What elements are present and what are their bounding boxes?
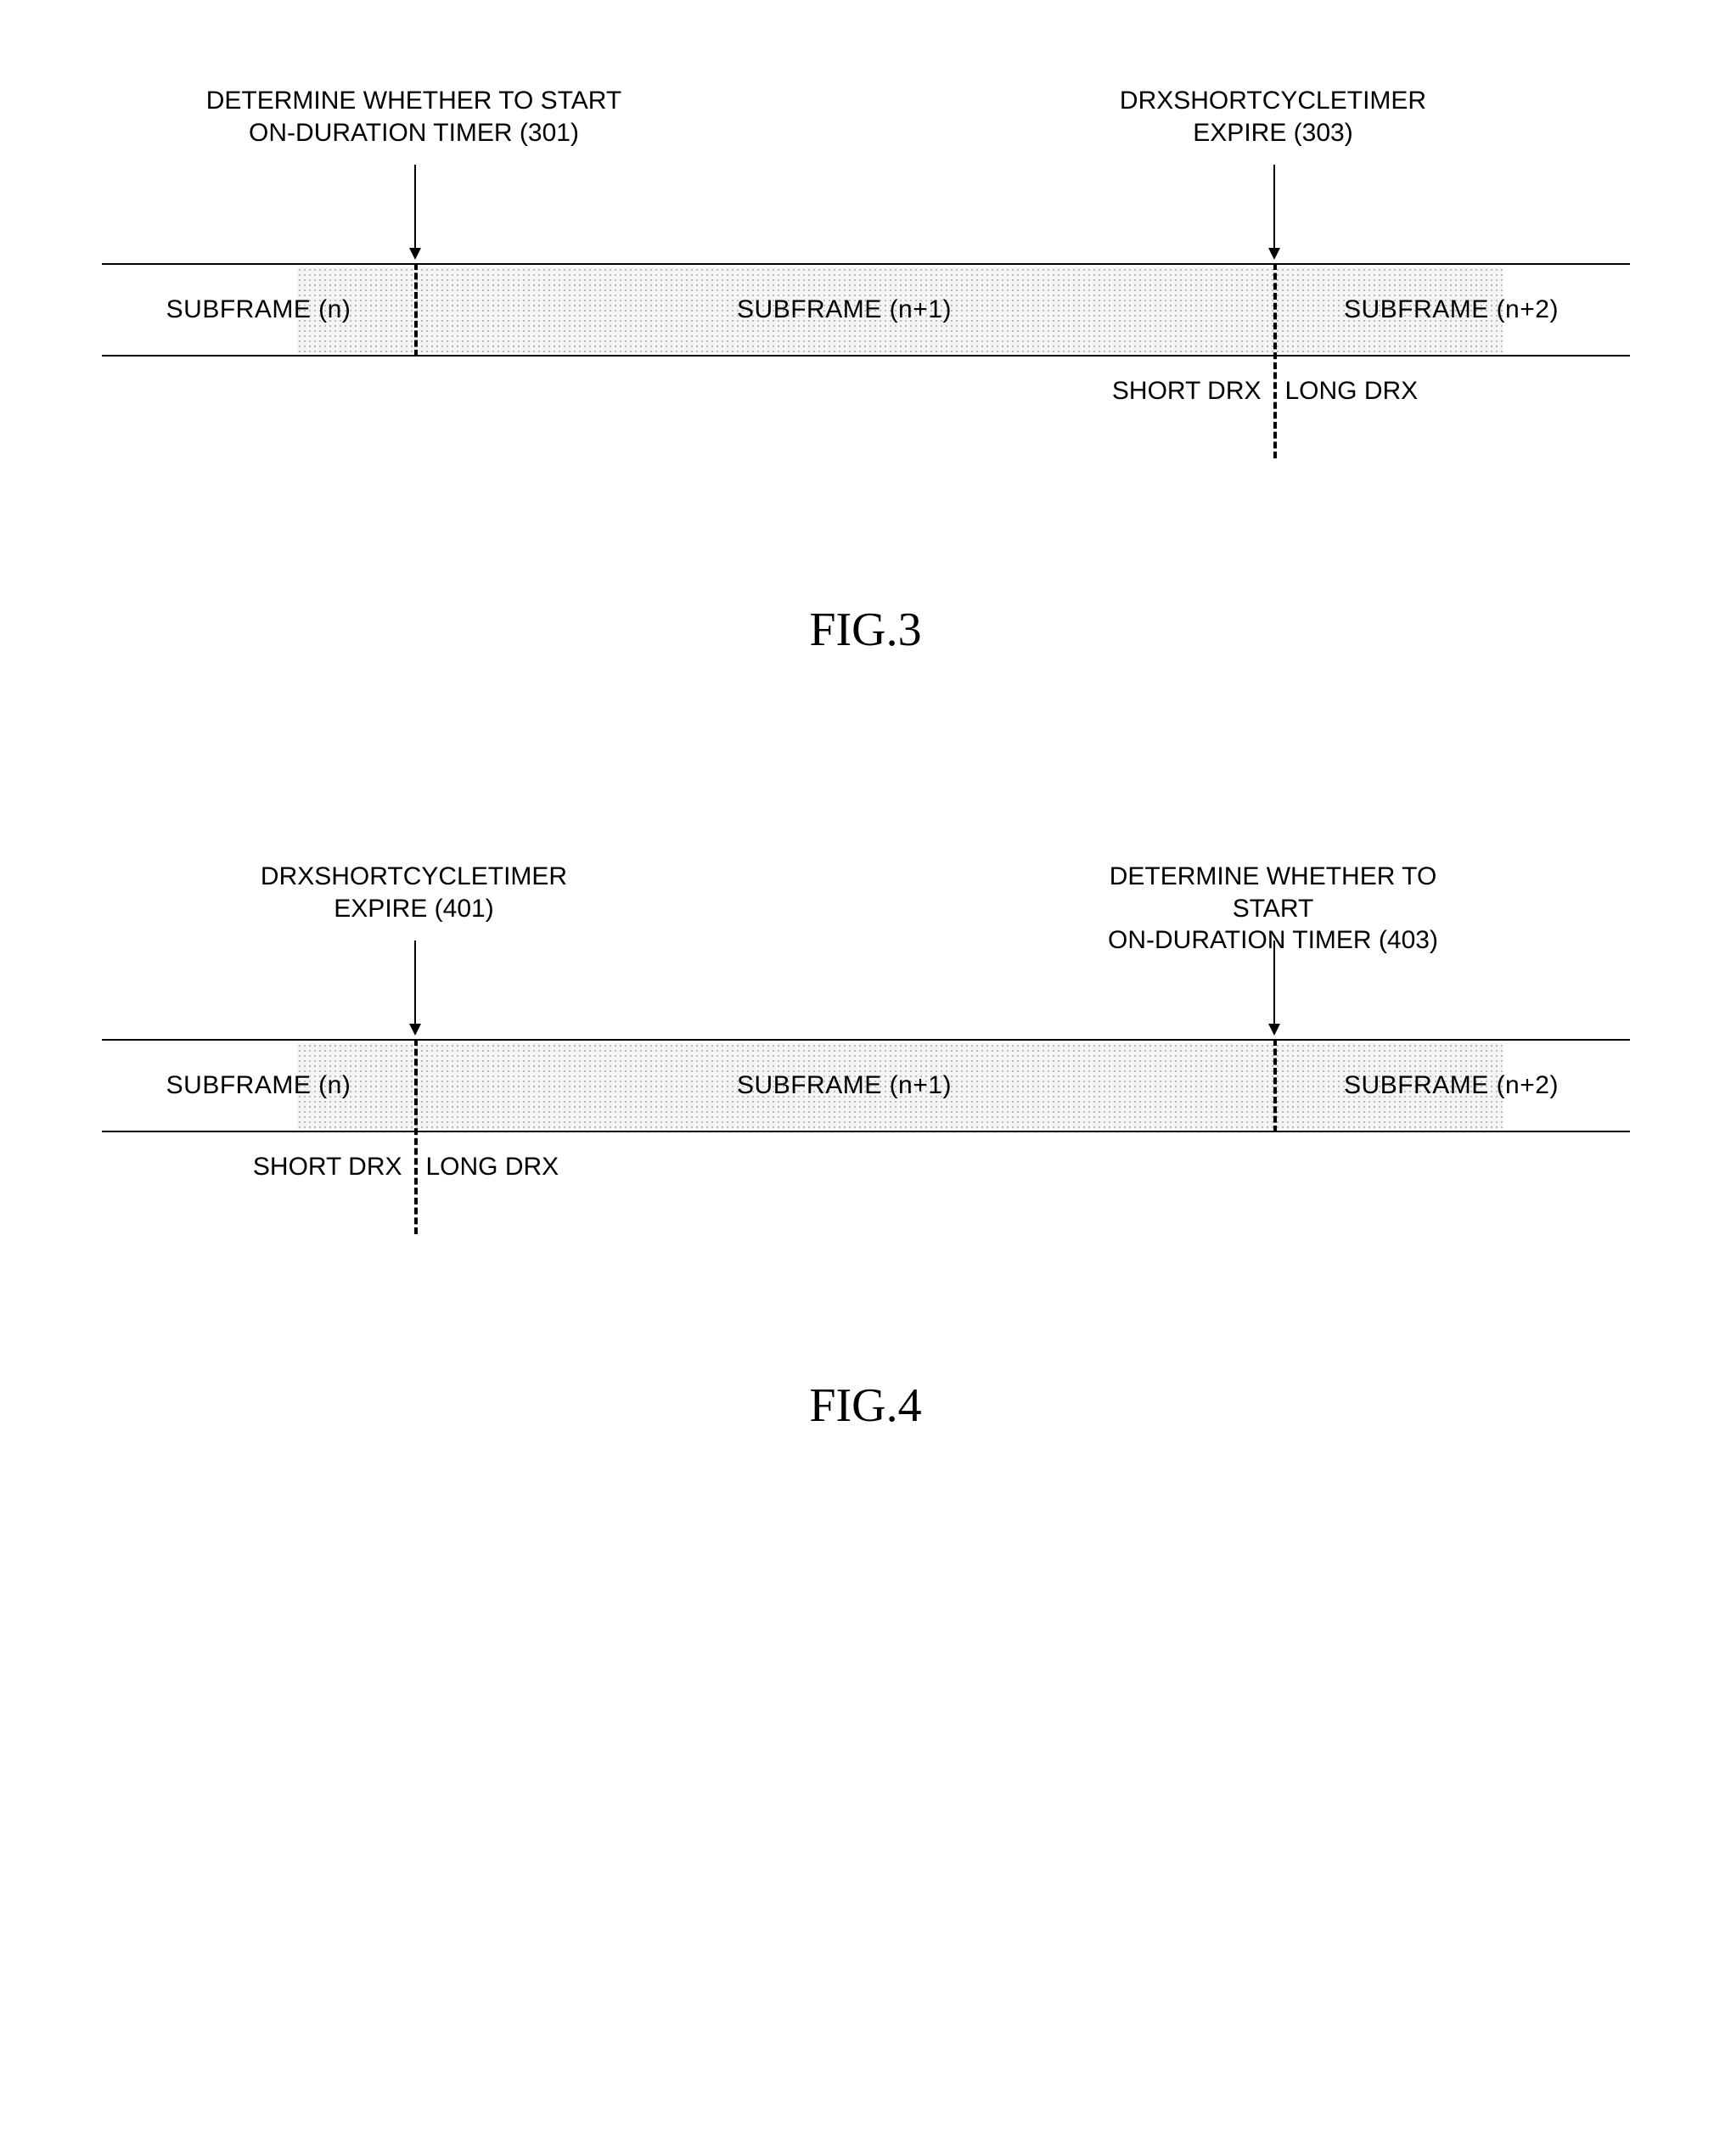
fig3-cell-1: SUBFRAME (n+1) (416, 265, 1273, 355)
fig4-long-drx-label: LONG DRX (426, 1153, 559, 1182)
fig4-arrow-right (1273, 940, 1275, 1034)
fig3-long-drx-label: LONG DRX (1285, 377, 1419, 406)
fig3-arrow-right (1273, 165, 1275, 258)
fig3-callout-right: DRXSHORTCYCLETIMER EXPIRE (303) (1120, 85, 1426, 149)
fig4-cell-0: SUBFRAME (n) (102, 1041, 416, 1131)
figure-3: DETERMINE WHETHER TO START ON-DURATION T… (68, 85, 1663, 657)
fig4-short-drx-label: SHORT DRX (253, 1153, 402, 1182)
fig3-timeline: SUBFRAME (n) SUBFRAME (n+1) SUBFRAME (n+… (102, 263, 1630, 357)
fig4-diagram: DRXSHORTCYCLETIMER EXPIRE (401) DETERMIN… (102, 861, 1630, 1302)
fig3-diagram: DETERMINE WHETHER TO START ON-DURATION T… (102, 85, 1630, 526)
fig4-cell-2: SUBFRAME (n+2) (1273, 1041, 1630, 1131)
fig3-short-drx-label: SHORT DRX (1112, 377, 1262, 406)
fig4-timeline: SUBFRAME (n) SUBFRAME (n+1) SUBFRAME (n+… (102, 1039, 1630, 1132)
fig3-caption: FIG.3 (68, 603, 1663, 657)
fig3-cell-2: SUBFRAME (n+2) (1273, 265, 1630, 355)
figure-4: DRXSHORTCYCLETIMER EXPIRE (401) DETERMIN… (68, 861, 1663, 1433)
fig3-callout-left: DETERMINE WHETHER TO START ON-DURATION T… (206, 85, 621, 149)
fig4-caption: FIG.4 (68, 1378, 1663, 1433)
fig4-arrow-left (414, 940, 416, 1034)
fig4-callout-left: DRXSHORTCYCLETIMER EXPIRE (401) (261, 861, 567, 924)
fig3-arrow-left (414, 165, 416, 258)
fig3-cell-0: SUBFRAME (n) (102, 265, 416, 355)
fig4-cell-1: SUBFRAME (n+1) (416, 1041, 1273, 1131)
